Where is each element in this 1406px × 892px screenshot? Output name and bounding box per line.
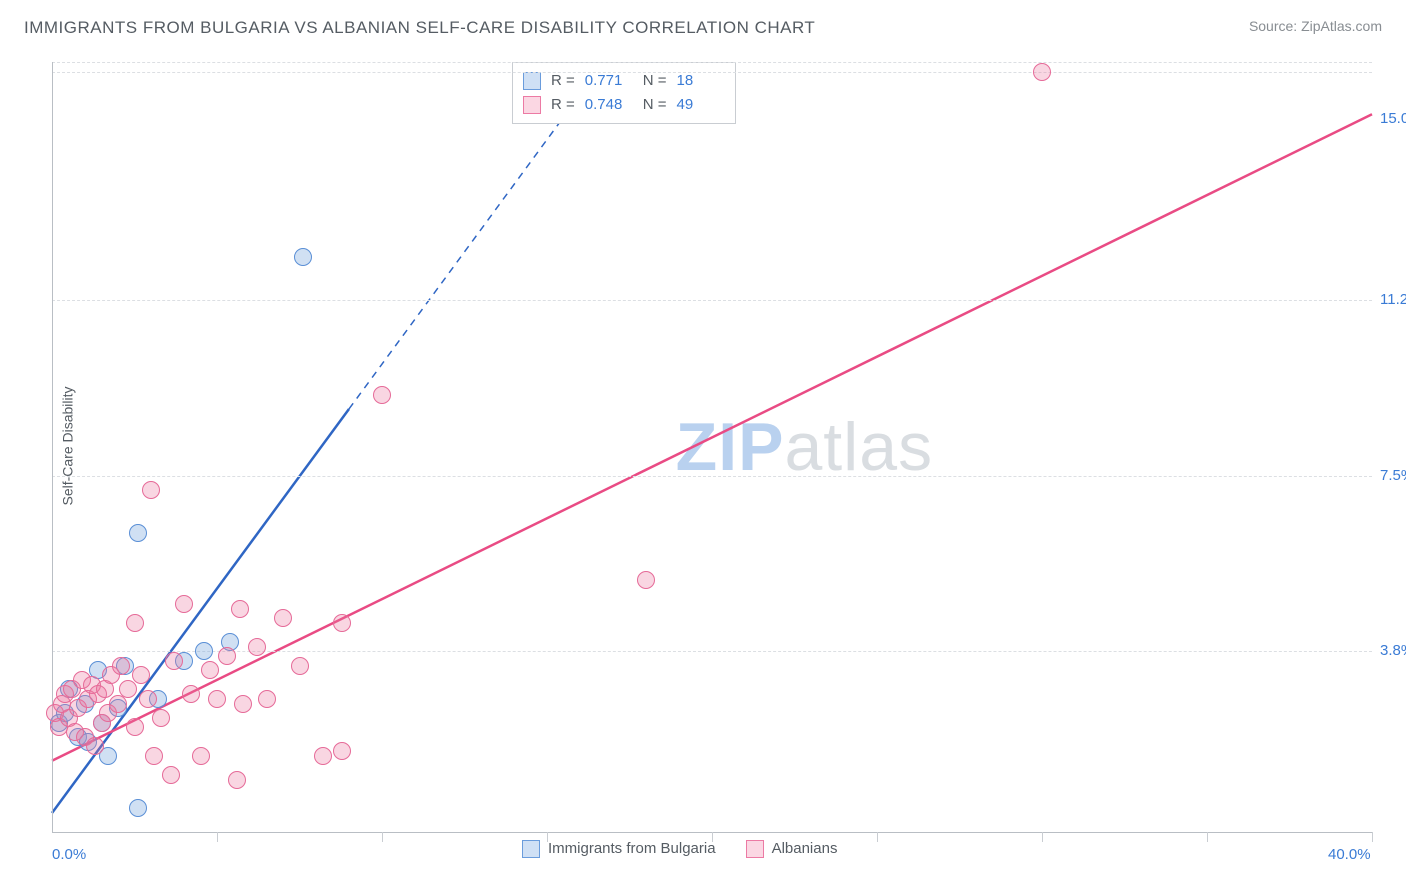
scatter-point xyxy=(139,690,157,708)
stat-r-value: 0.771 xyxy=(585,69,633,93)
chart-title: IMMIGRANTS FROM BULGARIA VS ALBANIAN SEL… xyxy=(24,18,815,38)
scatter-point xyxy=(228,771,246,789)
scatter-point xyxy=(248,638,266,656)
legend-swatch xyxy=(522,840,540,858)
scatter-point xyxy=(119,680,137,698)
scatter-point xyxy=(152,709,170,727)
x-tick-label: 40.0% xyxy=(1328,846,1371,863)
scatter-point xyxy=(165,652,183,670)
scatter-point xyxy=(175,595,193,613)
scatter-point xyxy=(129,799,147,817)
scatter-point xyxy=(145,747,163,765)
scatter-point xyxy=(291,657,309,675)
legend-label: Albanians xyxy=(772,840,838,857)
scatter-point xyxy=(234,695,252,713)
scatter-point xyxy=(192,747,210,765)
scatter-point xyxy=(201,661,219,679)
legend-label: Immigrants from Bulgaria xyxy=(548,840,716,857)
scatter-point xyxy=(142,481,160,499)
legend-swatch xyxy=(523,72,541,90)
gridline xyxy=(52,72,1372,73)
scatter-point xyxy=(208,690,226,708)
trend-line xyxy=(349,86,587,409)
scatter-point xyxy=(86,737,104,755)
scatter-point xyxy=(333,614,351,632)
scatter-plot-area: ZIPatlas R =0.771N =18R =0.748N =49 3.8%… xyxy=(52,62,1372,832)
gridline xyxy=(52,476,1372,477)
x-tick xyxy=(1207,832,1208,842)
scatter-point xyxy=(182,685,200,703)
scatter-point xyxy=(294,248,312,266)
x-tick xyxy=(877,832,878,842)
scatter-point xyxy=(218,647,236,665)
x-tick xyxy=(1372,832,1373,842)
y-tick-label: 11.2% xyxy=(1380,291,1406,308)
scatter-point xyxy=(162,766,180,784)
scatter-point xyxy=(314,747,332,765)
gridline xyxy=(52,62,1372,63)
source-attribution: Source: ZipAtlas.com xyxy=(1249,18,1382,34)
y-tick-label: 7.5% xyxy=(1380,467,1406,484)
scatter-point xyxy=(333,742,351,760)
stat-r-value: 0.748 xyxy=(585,93,633,117)
stats-row: R = 0.748 N = 49 xyxy=(523,93,725,117)
x-tick-label: 0.0% xyxy=(52,846,86,863)
scatter-point xyxy=(126,614,144,632)
stat-n-value: 18 xyxy=(677,69,725,93)
gridline xyxy=(52,300,1372,301)
trend-lines-layer xyxy=(52,62,1372,832)
legend-swatch xyxy=(746,840,764,858)
scatter-point xyxy=(1033,63,1051,81)
scatter-point xyxy=(126,718,144,736)
x-tick xyxy=(217,832,218,842)
legend-item: Immigrants from Bulgaria xyxy=(522,840,716,858)
scatter-point xyxy=(373,386,391,404)
legend-swatch xyxy=(523,96,541,114)
scatter-point xyxy=(129,524,147,542)
scatter-point xyxy=(195,642,213,660)
scatter-point xyxy=(132,666,150,684)
series-legend: Immigrants from Bulgaria Albanians xyxy=(522,840,837,858)
trend-line xyxy=(52,114,1372,760)
y-tick-label: 15.0% xyxy=(1380,110,1406,127)
stat-label: R = xyxy=(551,69,575,93)
stats-row: R = 0.771 N = 18 xyxy=(523,69,725,93)
scatter-point xyxy=(637,571,655,589)
y-tick-label: 3.8% xyxy=(1380,642,1406,659)
stat-label: N = xyxy=(643,93,667,117)
scatter-point xyxy=(258,690,276,708)
stat-label: N = xyxy=(643,69,667,93)
stat-n-value: 49 xyxy=(677,93,725,117)
stat-label: R = xyxy=(551,93,575,117)
x-tick xyxy=(1042,832,1043,842)
x-tick xyxy=(382,832,383,842)
scatter-point xyxy=(231,600,249,618)
scatter-point xyxy=(274,609,292,627)
legend-item: Albanians xyxy=(746,840,838,858)
scatter-point xyxy=(112,657,130,675)
